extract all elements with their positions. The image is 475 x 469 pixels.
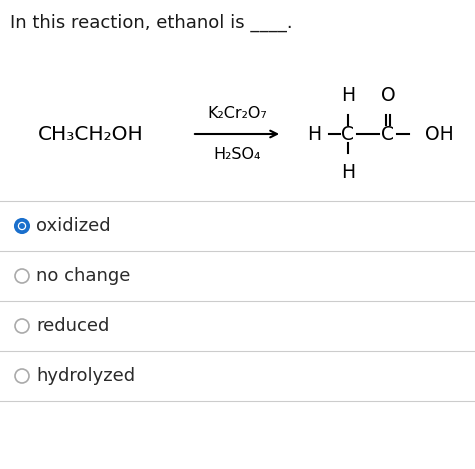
Circle shape xyxy=(15,219,29,233)
Text: In this reaction, ethanol is ____.: In this reaction, ethanol is ____. xyxy=(10,14,293,32)
Text: no change: no change xyxy=(36,267,130,285)
Text: H: H xyxy=(307,124,321,144)
Text: reduced: reduced xyxy=(36,317,109,335)
Circle shape xyxy=(20,224,24,228)
Text: H₂SO₄: H₂SO₄ xyxy=(213,147,261,162)
Text: oxidized: oxidized xyxy=(36,217,111,235)
Text: O: O xyxy=(380,86,395,105)
Text: hydrolyzed: hydrolyzed xyxy=(36,367,135,385)
Text: H: H xyxy=(341,86,355,105)
Text: CH₃CH₂OH: CH₃CH₂OH xyxy=(38,124,144,144)
Circle shape xyxy=(15,269,29,283)
Text: H: H xyxy=(341,163,355,182)
Circle shape xyxy=(15,369,29,383)
Text: K₂Cr₂O₇: K₂Cr₂O₇ xyxy=(207,106,267,121)
Circle shape xyxy=(19,222,26,229)
Text: C: C xyxy=(342,124,354,144)
Text: C: C xyxy=(381,124,395,144)
Circle shape xyxy=(15,319,29,333)
Text: OH: OH xyxy=(425,124,454,144)
